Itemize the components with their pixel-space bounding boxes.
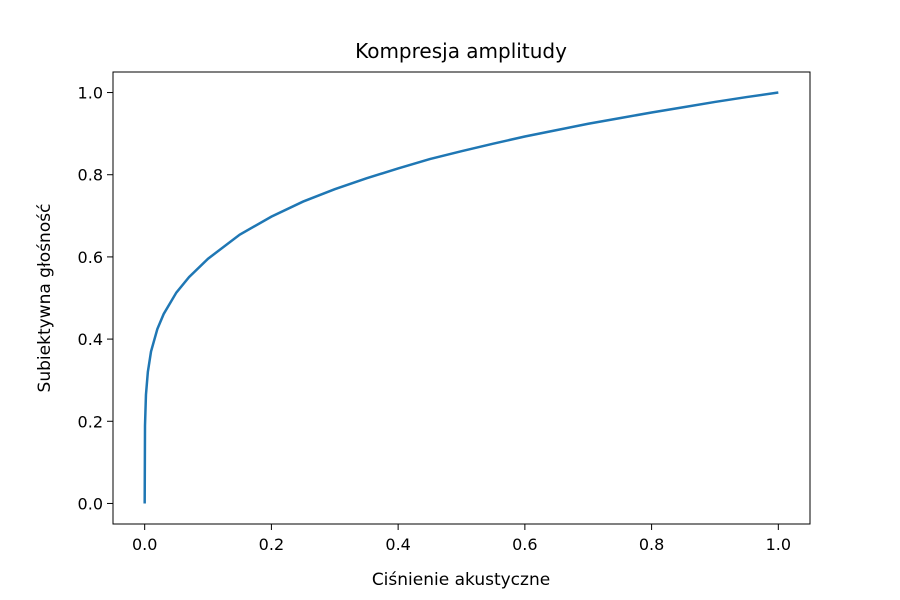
y-tick-label: 1.0 bbox=[78, 84, 103, 103]
x-tick-label: 0.4 bbox=[385, 535, 410, 554]
y-tick-label: 0.2 bbox=[78, 412, 103, 431]
y-tick-label: 0.0 bbox=[78, 494, 103, 513]
x-tick-label: 0.0 bbox=[132, 535, 157, 554]
x-tick-label: 0.2 bbox=[259, 535, 284, 554]
y-axis-label: Subiektywna głośność bbox=[35, 204, 55, 393]
series-line bbox=[143, 91, 779, 504]
y-tick-label: 0.8 bbox=[78, 166, 103, 185]
plot-area bbox=[112, 71, 811, 525]
x-axis-label: Ciśnienie akustyczne bbox=[372, 570, 550, 590]
x-tick-label: 0.6 bbox=[512, 535, 537, 554]
y-axis: 0.0 0.2 0.4 0.6 0.8 1.0 bbox=[78, 84, 113, 513]
y-tick-label: 0.4 bbox=[78, 330, 103, 349]
y-tick-label: 0.6 bbox=[78, 248, 103, 267]
chart-title: Kompresja amplitudy bbox=[355, 39, 567, 63]
x-tick-label: 0.8 bbox=[639, 535, 664, 554]
x-axis: 0.0 0.2 0.4 0.6 0.8 1.0 bbox=[132, 524, 791, 554]
x-tick-label: 1.0 bbox=[766, 535, 791, 554]
